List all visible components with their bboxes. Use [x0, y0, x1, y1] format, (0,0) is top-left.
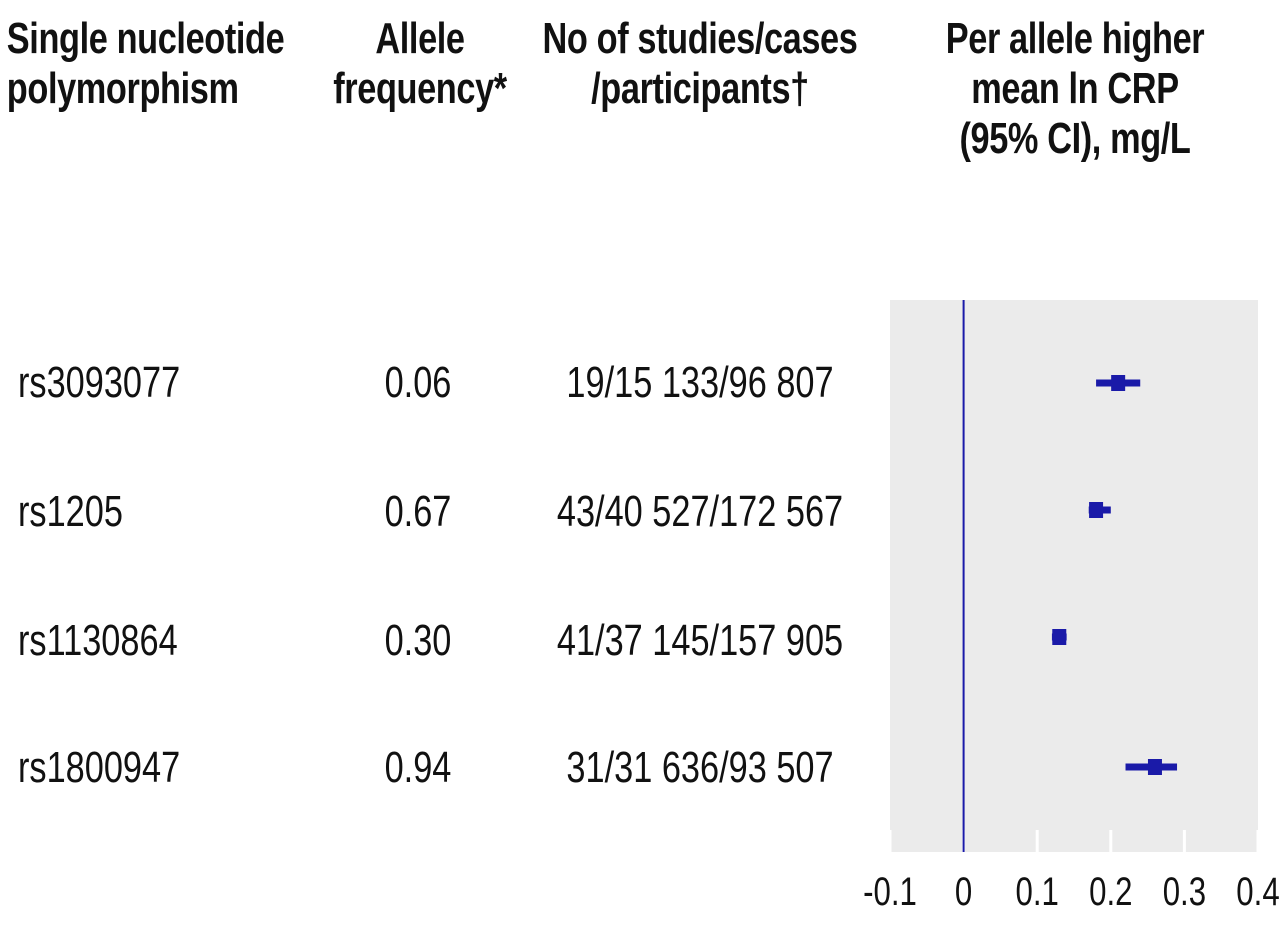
row-studies: 43/40 527/172 567 — [556, 487, 844, 536]
row-studies: 31/31 636/93 507 — [566, 743, 834, 792]
row-allele-frequency: 0.94 — [384, 743, 452, 792]
row-snp: rs1205 — [18, 487, 123, 536]
header-studies-line1: No of studies/cases — [542, 14, 858, 63]
row-allele-frequency: 0.30 — [384, 616, 452, 665]
row-snp: rs1800947 — [18, 743, 181, 792]
header-studies-line2: /participants† — [591, 64, 809, 113]
plot-panel — [890, 300, 1258, 852]
header-effect-line3: (95% CI), mg/L — [959, 114, 1191, 163]
row-studies: 41/37 145/157 905 — [556, 616, 844, 665]
x-tick-label: 0.3 — [1163, 869, 1206, 914]
x-tick-label: 0 — [955, 869, 972, 914]
header-effect-line2: mean ln CRP — [971, 64, 1179, 113]
header-allele-frequency: Allele frequency* — [326, 14, 513, 114]
header-af-line1: Allele — [375, 14, 465, 63]
row-allele-frequency: 0.06 — [384, 358, 452, 407]
row-snp: rs1130864 — [18, 616, 178, 665]
x-tick-label: 0.4 — [1236, 869, 1279, 914]
row-allele-frequency: 0.67 — [384, 487, 452, 536]
point-estimate — [1052, 629, 1067, 645]
header-snp-line1: Single nucleotide — [6, 14, 285, 63]
x-tick-label: 0.1 — [1016, 869, 1059, 914]
header-af-line2: frequency* — [333, 64, 507, 113]
header-snp-line2: polymorphism — [6, 64, 239, 113]
x-tick-label: 0.2 — [1089, 869, 1132, 914]
header-effect-line1: Per allele higher — [945, 14, 1205, 63]
point-estimate — [1147, 759, 1162, 775]
x-tick-label: -0.1 — [863, 869, 917, 914]
point-estimate — [1089, 502, 1104, 518]
header-snp: Single nucleotide polymorphism — [0, 14, 303, 114]
row-studies: 19/15 133/96 807 — [566, 358, 834, 407]
point-estimate — [1111, 375, 1126, 391]
row-snp: rs3093077 — [18, 358, 181, 407]
header-studies: No of studies/cases /participants† — [521, 14, 880, 114]
header-effect: Per allele higher mean ln CRP (95% CI), … — [923, 14, 1227, 164]
